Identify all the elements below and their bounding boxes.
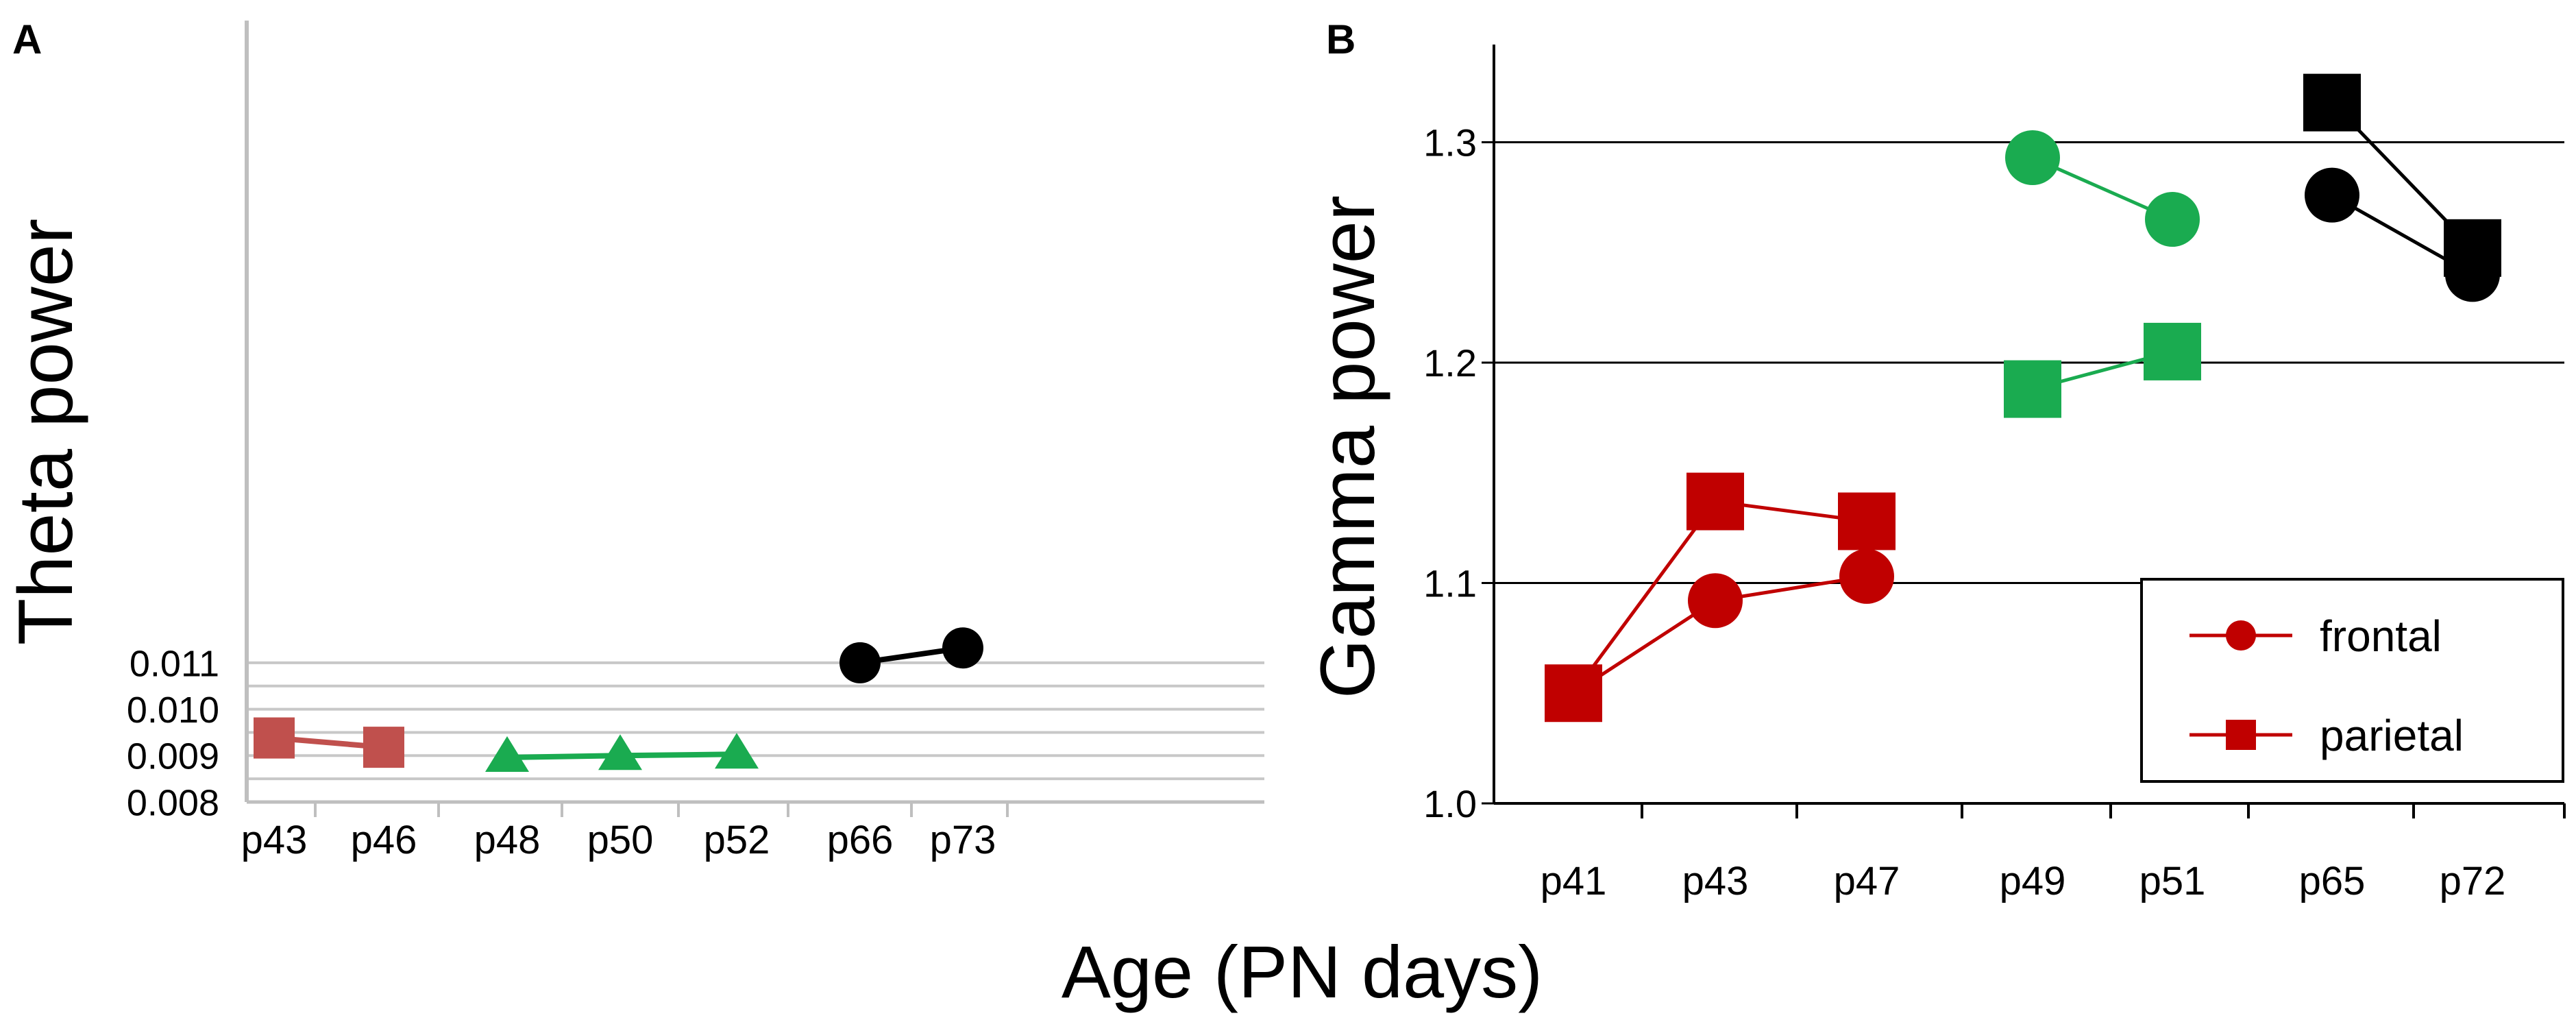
panel-b-x-ticks: p41 p43 p47 p49 p51 p65 p72 [1541,803,2566,903]
x-tick-label-p47: p47 [1834,859,1900,903]
data-point-parietal-black-p65 [2303,73,2361,132]
data-point-frontal-green-p49 [2005,130,2060,186]
x-tick-label-p51: p51 [2139,859,2206,903]
panel-a-series [254,627,983,773]
x-tick-label-p73: p73 [930,818,996,862]
panel-a-x-ticks: p43 p46 p48 p50 p52 p66 p73 [241,802,1009,862]
legend-box [2140,578,2564,783]
x-tick-label-p43: p43 [241,818,308,862]
legend-parietal-label: parietal [2320,711,2464,760]
y-tick-label: 1.2 [1423,341,1477,385]
data-point-black-group-p66 [839,642,881,683]
series-black-group [839,627,983,683]
data-point-red-group-p43 [254,717,295,759]
panel-a-letter: A [12,16,42,62]
panel-a-gridlines [247,661,1264,781]
y-tick-label: 1.0 [1423,782,1477,825]
data-point-parietal-green-p51 [2144,322,2201,380]
x-tick-label-p43: p43 [1682,859,1749,903]
panel-b-y-ticks: 1.0 1.1 1.2 1.3 [1423,121,1494,825]
series-parietal-red [1545,472,1896,722]
panel-b-ylabel: Gamma power [1305,195,1390,699]
legend-frontal-marker [2226,620,2256,651]
y-tick-label: 1.3 [1423,121,1477,165]
data-point-parietal-red-p41 [1545,664,1602,722]
series-red-group [254,717,404,768]
x-tick-label-p65: p65 [2299,859,2366,903]
data-point-black-group-p73 [942,627,983,669]
series-parietal-green [2004,322,2201,418]
y-tick-label: 0.011 [130,643,219,684]
legend-parietal-marker [2226,720,2256,750]
data-point-frontal-green-p51 [2145,192,2200,247]
x-tick-label-p66: p66 [827,818,894,862]
data-point-green-group-p52 [715,733,759,769]
data-point-parietal-red-p47 [1838,492,1896,550]
panel-a-y-ticks: 0.008 0.009 0.010 0.011 [127,643,219,823]
x-tick-label-p48: p48 [474,818,541,862]
y-tick-label: 0.010 [127,690,219,731]
series-green-group [485,733,759,773]
data-point-frontal-red-p47 [1839,548,1894,604]
x-tick-label-p50: p50 [587,818,654,862]
data-point-frontal-black-p65 [2305,167,2359,223]
panel-b-series [1545,73,2501,722]
data-point-green-group-p48 [485,736,529,773]
x-tick-label-p72: p72 [2440,859,2506,903]
data-point-red-group-p46 [363,727,404,768]
x-tick-label-p46: p46 [351,818,417,862]
x-tick-label-p49: p49 [2000,859,2066,903]
data-point-green-group-p50 [598,734,642,770]
y-tick-label: 0.008 [127,782,219,823]
panel-b-letter: B [1326,16,1356,62]
data-point-frontal-red-p43 [1688,573,1743,629]
y-tick-label: 0.009 [127,736,219,777]
panel-b: B Gamma power 1.01.11.21.3 p41 p43 p47 p49 p… [1305,16,2566,903]
panel-b-legend: frontal parietal [2140,578,2564,783]
shared-x-axis-label: Age (PN days) [1062,930,1543,1013]
x-tick-label-p52: p52 [704,818,770,862]
legend-frontal-label: frontal [2320,611,2442,661]
panel-a-ylabel: Theta power [3,219,88,646]
data-point-parietal-red-p43 [1686,472,1744,531]
x-tick-label-p41: p41 [1541,859,1607,903]
data-point-parietal-green-p49 [2004,360,2061,418]
data-point-parietal-black-p72 [2444,219,2501,277]
series-parietal-black [2303,73,2501,277]
series-frontal-green [2005,130,2200,247]
y-tick-label: 1.1 [1423,562,1477,605]
